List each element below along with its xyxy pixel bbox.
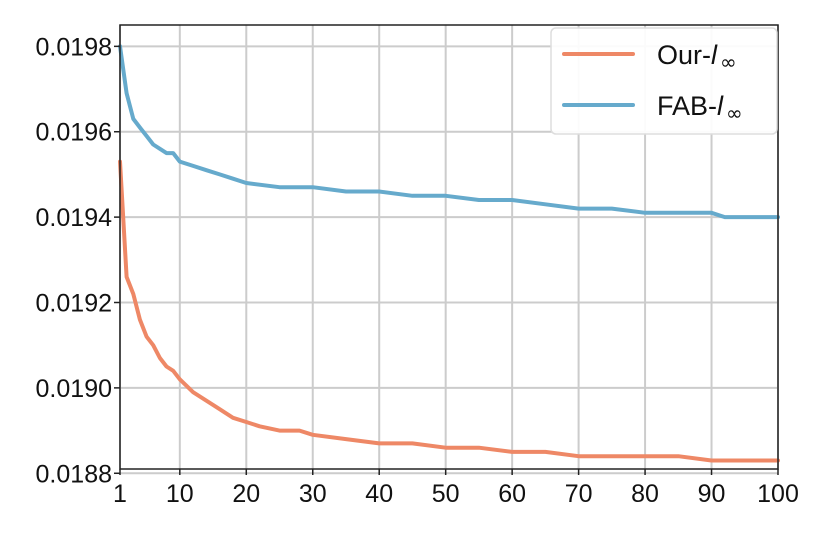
axis-ticks: 1 10 20 30 40 50 60 70 80 90 100 0.0188 0.0190 0.0192… xyxy=(36,33,799,508)
x-tick-label: 60 xyxy=(498,480,526,508)
y-tick-label: 0.0194 xyxy=(36,204,113,232)
series-line-our-linf xyxy=(118,159,780,463)
plot-frame xyxy=(119,24,779,470)
x-tick-label: 70 xyxy=(565,480,593,508)
x-tick-label: 40 xyxy=(365,480,393,508)
x-tick-label: 20 xyxy=(232,480,260,508)
x-tick-label: 30 xyxy=(299,480,327,508)
series-lines xyxy=(118,44,780,463)
y-tick-label: 0.0188 xyxy=(36,460,112,488)
x-tick-label: 50 xyxy=(432,480,460,508)
y-tick-label: 0.0198 xyxy=(36,33,112,61)
legend: Our-l ∞FAB-l ∞ xyxy=(550,27,778,135)
x-tick-label: 90 xyxy=(698,480,726,508)
x-tick-label: 10 xyxy=(166,480,194,508)
x-tick-label: 100 xyxy=(757,480,799,508)
y-tick-label: 0.0196 xyxy=(36,119,112,147)
x-tick-label: 80 xyxy=(631,480,659,508)
y-tick-label: 0.0192 xyxy=(36,290,112,318)
series-line-fab-linf xyxy=(118,44,780,220)
y-tick-label: 0.0190 xyxy=(36,375,112,403)
x-tick-label: 1 xyxy=(113,480,127,508)
